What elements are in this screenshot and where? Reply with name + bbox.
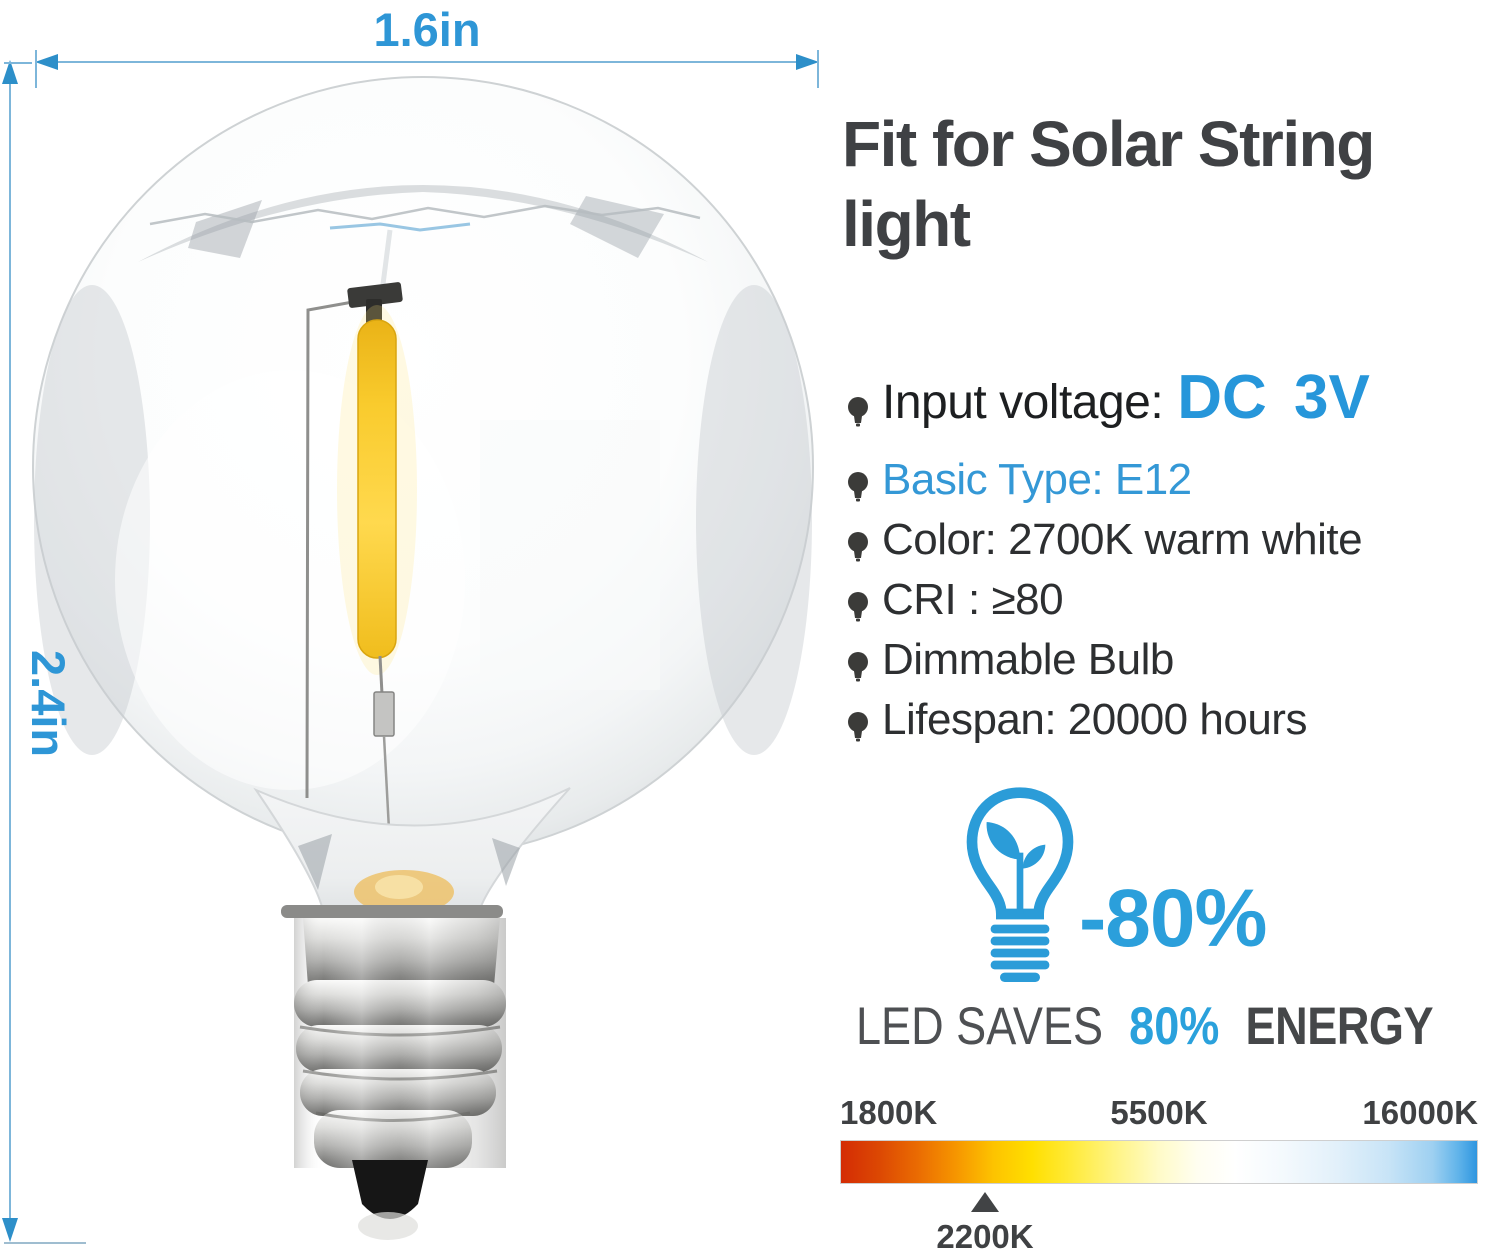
led-filament <box>357 319 397 659</box>
bulb-bullet-icon <box>846 464 870 502</box>
bulb-bullet-icon <box>846 704 870 742</box>
spec-value: DC 3V <box>1177 363 1370 432</box>
glass-neck <box>253 787 571 917</box>
temperature-gradient-bar <box>840 1140 1478 1184</box>
scale-mid-label: 5500K <box>1110 1094 1208 1131</box>
bulb-bullet-icon <box>846 524 870 562</box>
bulb-bullet-icon <box>846 385 870 426</box>
width-dimension-label: 1.6in <box>373 3 481 56</box>
energy-savings-badge: -80% <box>953 786 1267 986</box>
savings-line-suffix: ENERGY <box>1245 997 1434 1056</box>
height-dimension-label: 2.4in <box>22 650 75 758</box>
savings-percent-label: -80% <box>1079 873 1267 964</box>
e12-screw-base <box>294 918 506 1168</box>
color-temperature-scale: 1800K 5500K 16000K 2200K <box>840 1094 1478 1255</box>
base-contact-tip <box>352 1160 428 1219</box>
filament-support-wire <box>305 298 365 799</box>
spec-color: Color: 2700K warm white <box>846 515 1496 565</box>
scale-min-label: 1800K <box>840 1094 938 1131</box>
savings-line-prefix: LED SAVES <box>856 997 1104 1056</box>
temperature-marker-triangle <box>971 1192 999 1212</box>
spec-label: Input voltage: <box>882 376 1164 429</box>
bulb-photo <box>32 76 814 1240</box>
spec-lifespan: Lifespan: 20000 hours <box>846 695 1496 745</box>
scale-max-label: 16000K <box>1362 1094 1478 1131</box>
spec-cri: CRI : ≥80 <box>846 575 1496 625</box>
spec-dimmable: Dimmable Bulb <box>846 635 1496 685</box>
spec-basic-type: Basic Type: E12 <box>846 455 1496 505</box>
bulb-bullet-icon <box>846 584 870 622</box>
temperature-marker-label: 2200K <box>936 1218 1034 1255</box>
bulb-bullet-icon <box>846 644 870 682</box>
product-title: Fit for Solar String light <box>842 108 1375 260</box>
spec-text: Lifespan: 20000 hours <box>882 695 1307 744</box>
spec-text: Dimmable Bulb <box>882 635 1174 684</box>
spec-input-voltage: Input voltage: DC 3V <box>846 363 1496 432</box>
scale-labels: 1800K 5500K 16000K <box>840 1094 1478 1131</box>
savings-line-percent: 80% <box>1129 997 1220 1056</box>
spec-list: Input voltage: DC 3V Basic Type: E12 Col… <box>846 363 1496 755</box>
spec-text: CRI : ≥80 <box>882 575 1064 624</box>
spec-text: Color: 2700K warm white <box>882 515 1363 564</box>
spec-text: Basic Type: E12 <box>882 455 1192 504</box>
eco-bulb-leaf-icon <box>966 787 1074 982</box>
energy-savings-line: LED SAVES 80% ENERGY <box>856 997 1434 1056</box>
